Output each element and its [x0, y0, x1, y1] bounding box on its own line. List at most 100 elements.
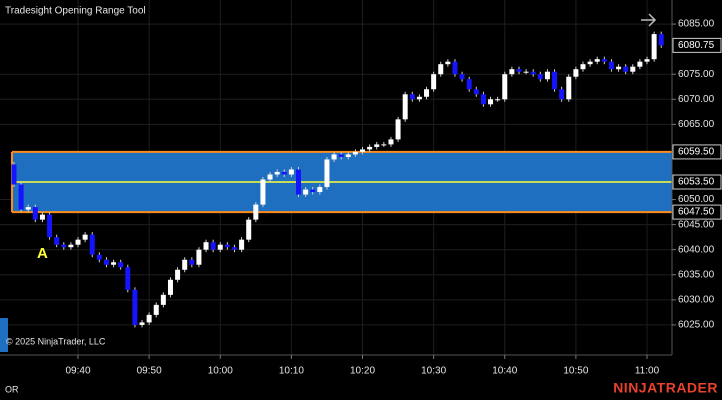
candle-body: [409, 94, 415, 100]
candle-body: [203, 242, 209, 250]
chart-title: Tradesight Opening Range Tool: [5, 6, 146, 17]
candle-body: [651, 34, 657, 60]
y-tick-label: 6070.00: [678, 94, 715, 105]
candle-body: [125, 267, 131, 290]
candle-body: [466, 79, 472, 90]
candle-body: [239, 239, 245, 250]
x-tick-label: 11:00: [635, 366, 660, 377]
candle-body: [416, 96, 422, 100]
candle-body: [153, 304, 159, 315]
candle-body: [431, 74, 437, 90]
candle-body: [601, 59, 607, 62]
candle-body: [189, 259, 195, 265]
side-tab[interactable]: [0, 318, 8, 352]
candle-body: [47, 214, 53, 238]
plot-layer: A: [0, 0, 672, 355]
x-tick-label: 10:20: [350, 366, 375, 377]
candle-body: [146, 314, 152, 323]
candle-body: [260, 179, 266, 205]
price-marker-label: 6047.50: [678, 207, 715, 218]
candle-body: [537, 74, 543, 80]
candle-body: [303, 189, 309, 195]
candle-body: [11, 164, 17, 185]
candle-body: [637, 61, 643, 67]
candle-body: [288, 169, 294, 175]
candle-body: [488, 99, 494, 105]
candle-body: [253, 204, 259, 220]
candle-body: [566, 76, 572, 100]
candle-body: [367, 146, 373, 150]
candle-body: [111, 262, 117, 265]
candle-body: [132, 289, 138, 325]
candle-body: [374, 144, 380, 147]
candle-body: [89, 234, 95, 255]
candle-body: [103, 259, 109, 265]
candle-body: [331, 154, 337, 160]
price-marker: [672, 144, 722, 160]
scroll-arrow[interactable]: [641, 13, 657, 27]
candle-body: [54, 237, 60, 245]
indicator-label: OR: [5, 384, 19, 394]
candle-body: [573, 69, 579, 77]
candle-body: [231, 247, 237, 250]
candle-body: [388, 139, 394, 145]
candle-body: [402, 94, 408, 120]
candle-body: [25, 207, 31, 210]
candle-body: [616, 66, 622, 70]
candle-body: [452, 61, 458, 75]
y-tick-label: 6085.00: [678, 19, 715, 30]
candle-body: [338, 154, 344, 157]
candle-body: [217, 244, 223, 250]
y-tick-label: 6050.00: [678, 194, 715, 205]
x-tick-label: 10:30: [421, 366, 446, 377]
candle-body: [552, 71, 558, 90]
candle-body: [246, 219, 252, 240]
candle-body: [39, 214, 45, 220]
price-marker: [672, 204, 722, 220]
candle-body: [502, 74, 508, 100]
candle-body: [196, 249, 202, 265]
candle-body: [139, 322, 145, 325]
price-marker: [672, 37, 722, 53]
y-tick-label: 6075.00: [678, 69, 715, 80]
candle-body: [623, 66, 629, 72]
candle-body: [96, 254, 102, 260]
candle-body: [61, 244, 67, 248]
candle-body: [68, 244, 74, 248]
candle-body: [281, 171, 287, 175]
candle-body: [608, 61, 614, 70]
price-marker: [672, 174, 722, 190]
candle-body: [644, 59, 650, 62]
candle-body: [395, 119, 401, 140]
candle-body: [118, 262, 124, 268]
candle-body: [82, 234, 88, 240]
candle-body: [317, 187, 323, 193]
copyright: © 2025 NinjaTrader, LLC: [6, 336, 106, 346]
candle-body: [473, 89, 479, 95]
y-tick-label: 6025.00: [678, 320, 715, 331]
y-tick-label: 6030.00: [678, 294, 715, 305]
price-marker-label: 6059.50: [678, 147, 715, 158]
candle-body: [587, 61, 593, 65]
candle-body: [32, 207, 38, 220]
annotation: A: [37, 245, 48, 262]
candle-body: [594, 59, 600, 62]
candle-body: [75, 239, 81, 245]
x-tick-label: 10:10: [279, 366, 304, 377]
candle-body: [296, 169, 301, 195]
candle-body: [630, 66, 636, 72]
candle-body: [160, 294, 166, 305]
candle-body: [580, 64, 586, 70]
candle-body: [18, 184, 24, 210]
x-tick-label: 09:40: [65, 366, 90, 377]
candle-body: [509, 69, 515, 75]
candle-body: [658, 34, 664, 46]
candle-body: [224, 244, 230, 248]
candle-body: [544, 71, 550, 80]
candle-body: [352, 151, 358, 155]
y-tick-label: 6045.00: [678, 219, 715, 230]
candle-body: [381, 144, 387, 146]
y-tick-label: 6065.00: [678, 119, 715, 130]
x-tick-label: 10:00: [208, 366, 233, 377]
